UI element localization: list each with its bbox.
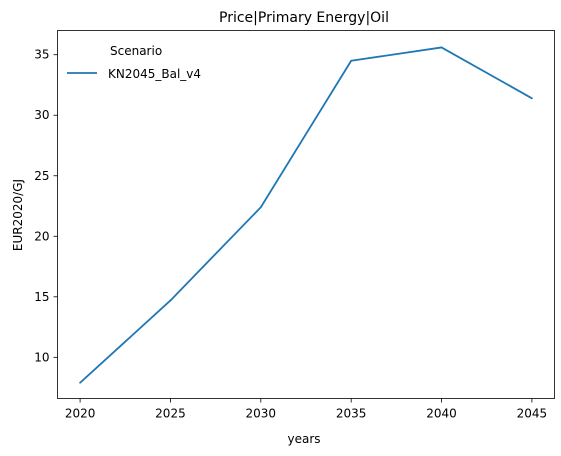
y-tick-label: 15 [34,290,49,304]
plot-frame [57,30,555,399]
x-axis: 2020 2025 2030 2035 2040 2045 [65,398,548,421]
series-line-kn2045-bal-v4 [79,46,533,384]
y-tick-label: 25 [34,169,49,183]
y-tick-label: 20 [34,229,49,243]
data-point [350,59,353,62]
legend-title: Scenario [110,44,162,58]
x-tick-label: 2020 [65,407,96,421]
x-tick-label: 2045 [517,407,548,421]
y-axis-label: EUR2020/GJ [11,179,25,251]
x-tick-label: 2025 [155,407,186,421]
x-axis-label: years [287,432,320,446]
y-axis: 10 15 20 25 30 35 [34,48,58,364]
x-tick-label: 2035 [336,407,367,421]
data-point [169,299,172,302]
data-point [259,206,262,209]
chart-title: Price|Primary Energy|Oil [219,10,389,26]
y-tick-label: 30 [34,108,49,122]
legend: Scenario KN2045_Bal_v4 [67,44,201,81]
data-point [440,46,443,49]
y-tick-label: 10 [34,350,49,364]
y-tick-label: 35 [34,48,49,62]
data-point [79,381,81,384]
legend-entry-kn2045-bal-v4: KN2045_Bal_v4 [108,67,201,81]
x-tick-label: 2040 [426,407,457,421]
plot-area [79,46,533,384]
x-tick-label: 2030 [246,407,277,421]
data-point [531,97,533,100]
